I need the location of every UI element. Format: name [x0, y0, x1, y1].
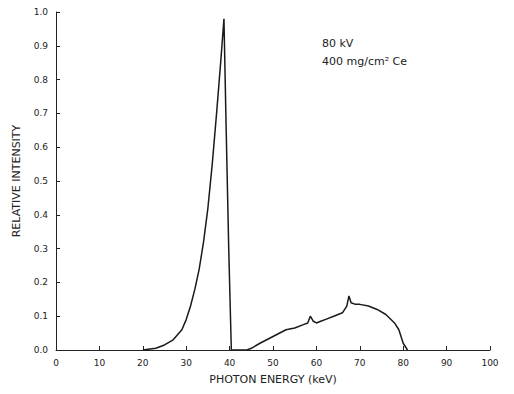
- svg-text:40: 40: [224, 358, 236, 368]
- svg-text:0.6: 0.6: [34, 142, 49, 152]
- svg-text:60: 60: [311, 358, 323, 368]
- svg-text:90: 90: [441, 358, 453, 368]
- svg-text:0.7: 0.7: [34, 108, 48, 118]
- svg-text:80 kV: 80 kV: [322, 37, 354, 50]
- svg-text:20: 20: [137, 358, 149, 368]
- svg-text:0.0: 0.0: [34, 345, 49, 355]
- svg-text:80: 80: [397, 358, 409, 368]
- svg-text:PHOTON ENERGY (keV): PHOTON ENERGY (keV): [209, 373, 336, 386]
- svg-text:0.4: 0.4: [34, 210, 49, 220]
- svg-text:100: 100: [481, 358, 498, 368]
- svg-text:50: 50: [267, 358, 279, 368]
- svg-text:0: 0: [53, 358, 59, 368]
- svg-text:1.0: 1.0: [34, 7, 49, 17]
- svg-text:400 mg/cm² Ce: 400 mg/cm² Ce: [322, 55, 407, 68]
- svg-text:30: 30: [180, 358, 192, 368]
- svg-text:10: 10: [94, 358, 106, 368]
- svg-text:RELATIVE INTENSITY: RELATIVE INTENSITY: [10, 124, 23, 237]
- svg-text:0.9: 0.9: [34, 41, 49, 51]
- svg-text:0.2: 0.2: [34, 277, 48, 287]
- svg-text:0.1: 0.1: [34, 311, 48, 321]
- svg-text:0.5: 0.5: [34, 176, 48, 186]
- svg-text:0.3: 0.3: [34, 244, 48, 254]
- svg-text:70: 70: [354, 358, 366, 368]
- svg-text:0.8: 0.8: [34, 75, 49, 85]
